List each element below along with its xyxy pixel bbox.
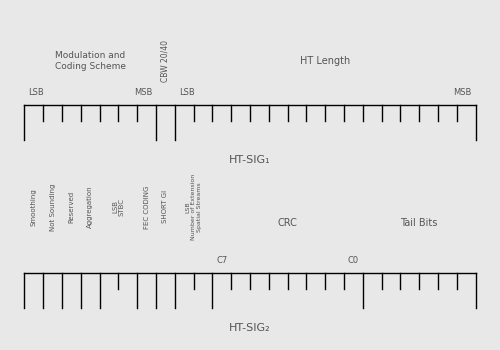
Text: SHORT GI: SHORT GI	[162, 190, 168, 223]
Text: HT Length: HT Length	[300, 56, 350, 66]
Text: LSB
Number of Extension
Spatial Streams: LSB Number of Extension Spatial Streams	[186, 174, 202, 240]
Text: Tail Bits: Tail Bits	[400, 218, 438, 228]
Text: LSB: LSB	[28, 88, 44, 97]
Text: MSB: MSB	[454, 88, 472, 97]
Text: HT-SIG₁: HT-SIG₁	[229, 155, 271, 165]
Text: MSB: MSB	[134, 88, 152, 97]
Text: FEC CODING: FEC CODING	[144, 185, 150, 229]
Text: Not Sounding: Not Sounding	[50, 183, 56, 231]
Text: LSB: LSB	[178, 88, 194, 97]
Text: C0: C0	[348, 256, 359, 265]
Text: Reserved: Reserved	[68, 191, 74, 223]
Text: C7: C7	[216, 256, 228, 265]
Text: Smoothing: Smoothing	[31, 188, 37, 226]
Text: LSB
STBC: LSB STBC	[112, 198, 125, 216]
Text: Aggregation: Aggregation	[87, 186, 93, 228]
Text: CRC: CRC	[278, 218, 297, 228]
Text: HT-SIG₂: HT-SIG₂	[229, 323, 271, 333]
Text: CBW 20/40: CBW 20/40	[161, 40, 170, 82]
Text: Modulation and
Coding Scheme: Modulation and Coding Scheme	[54, 51, 126, 71]
